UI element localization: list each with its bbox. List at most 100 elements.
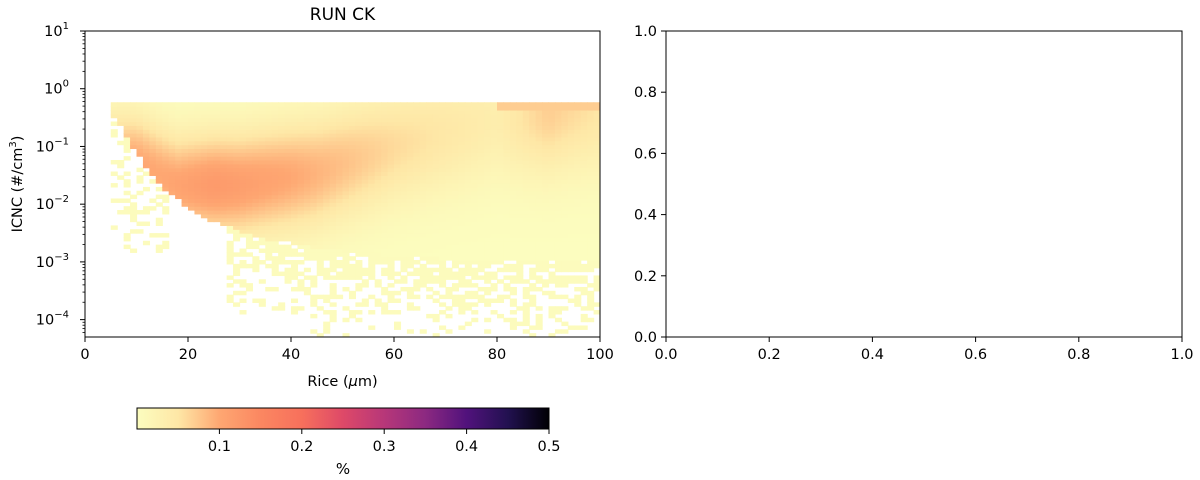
heatmap-cell xyxy=(419,329,427,334)
heatmap-cell xyxy=(181,183,189,188)
heatmap-cell xyxy=(220,202,228,207)
heatmap-cell xyxy=(542,144,550,150)
heatmap-cell xyxy=(426,125,434,130)
heatmap-cell xyxy=(323,125,331,130)
heatmap-cell xyxy=(265,236,273,242)
heatmap-cell xyxy=(593,279,600,284)
heatmap-cell xyxy=(207,159,215,165)
heatmap-cell xyxy=(175,171,183,176)
heatmap-cell xyxy=(387,136,395,142)
heatmap-cell xyxy=(374,117,382,123)
heatmap-cell xyxy=(400,109,408,115)
heatmap-cell xyxy=(413,233,421,238)
heatmap-cell xyxy=(355,129,363,134)
heatmap-cell xyxy=(348,256,356,261)
heatmap-cell xyxy=(413,213,421,219)
heatmap-cell xyxy=(516,221,524,226)
heatmap-cell xyxy=(278,125,286,130)
heatmap-cell xyxy=(535,121,543,126)
heatmap-cell xyxy=(368,167,376,173)
heatmap-cell xyxy=(316,213,324,219)
heatmap-cell xyxy=(194,140,202,146)
heatmap-cell xyxy=(593,225,600,230)
heatmap-cell xyxy=(451,117,459,123)
heatmap-cell xyxy=(458,267,466,273)
heatmap-cell xyxy=(252,133,260,138)
heatmap-cell xyxy=(265,206,273,211)
heatmap-cell xyxy=(471,206,479,211)
heatmap-cell xyxy=(297,167,305,173)
heatmap-cell xyxy=(509,121,517,126)
heatmap-cell xyxy=(477,206,485,211)
heatmap-cell xyxy=(471,229,479,234)
heatmap-cell xyxy=(406,117,414,123)
heatmap-cell xyxy=(593,171,600,176)
heatmap-cell xyxy=(439,198,447,203)
heatmap-cell xyxy=(381,306,389,311)
heatmap-cell xyxy=(580,148,588,153)
heatmap-cell xyxy=(297,136,305,142)
heatmap-cell xyxy=(336,159,344,165)
heatmap-cell xyxy=(509,179,517,184)
heatmap-cell xyxy=(593,102,600,107)
heatmap-cell xyxy=(464,152,472,157)
heatmap-cell xyxy=(168,163,176,169)
heatmap-cell xyxy=(342,136,350,142)
heatmap-cell xyxy=(516,171,524,176)
heatmap-cell xyxy=(303,210,311,215)
heatmap-cell xyxy=(580,325,588,330)
heatmap-cell xyxy=(413,102,421,107)
heatmap-cell xyxy=(271,256,279,261)
heatmap-cell xyxy=(464,163,472,169)
heatmap-cell xyxy=(426,225,434,230)
heatmap-cell xyxy=(329,152,337,157)
heatmap-cell xyxy=(226,252,234,257)
heatmap-cell xyxy=(445,144,453,150)
heatmap-cell xyxy=(394,117,402,123)
heatmap-cell xyxy=(587,121,595,126)
heatmap-cell xyxy=(484,136,492,142)
heatmap-cell xyxy=(342,183,350,188)
heatmap-cell xyxy=(580,236,588,242)
heatmap-cell xyxy=(567,163,575,169)
heatmap-cell xyxy=(310,144,318,150)
heatmap-cell xyxy=(271,190,279,196)
heatmap-cell xyxy=(574,244,582,250)
heatmap-cell xyxy=(445,175,453,180)
heatmap-cell xyxy=(529,248,537,253)
heatmap-cell xyxy=(516,163,524,169)
heatmap-cell xyxy=(529,109,537,115)
heatmap-cell xyxy=(374,148,382,153)
heatmap-cell xyxy=(387,283,395,288)
heatmap-cell xyxy=(297,202,305,207)
heatmap-cell xyxy=(509,225,517,230)
heatmap-cell xyxy=(484,279,492,284)
heatmap-cell xyxy=(484,159,492,165)
heatmap-cell xyxy=(561,183,569,188)
heatmap-cell xyxy=(342,229,350,234)
heatmap-cell xyxy=(419,271,427,277)
heatmap-cell xyxy=(477,133,485,138)
empty-axes-x-tick-label: 1.0 xyxy=(1170,347,1193,363)
heatmap-cell xyxy=(361,244,369,250)
heatmap-cell xyxy=(567,260,575,265)
heatmap-cell xyxy=(291,133,299,138)
heatmap-cell xyxy=(445,210,453,215)
heatmap-cell xyxy=(245,194,253,200)
heatmap-cell xyxy=(130,140,138,146)
heatmap-cell xyxy=(490,286,498,292)
heatmap-cell xyxy=(342,113,350,119)
heatmap-cell xyxy=(258,233,266,238)
heatmap-cell xyxy=(580,179,588,184)
heatmap-cell xyxy=(162,106,170,111)
heatmap-cell xyxy=(509,279,517,284)
heatmap-cell xyxy=(471,183,479,188)
heatmap-cell xyxy=(522,129,530,134)
heatmap-cell xyxy=(329,206,337,211)
heatmap-cell xyxy=(458,298,466,303)
heatmap-cell xyxy=(310,275,318,280)
heatmap-cell xyxy=(374,144,382,150)
heatmap-cell xyxy=(522,179,530,184)
heatmap-cell xyxy=(400,148,408,153)
heatmap-cell xyxy=(258,117,266,123)
